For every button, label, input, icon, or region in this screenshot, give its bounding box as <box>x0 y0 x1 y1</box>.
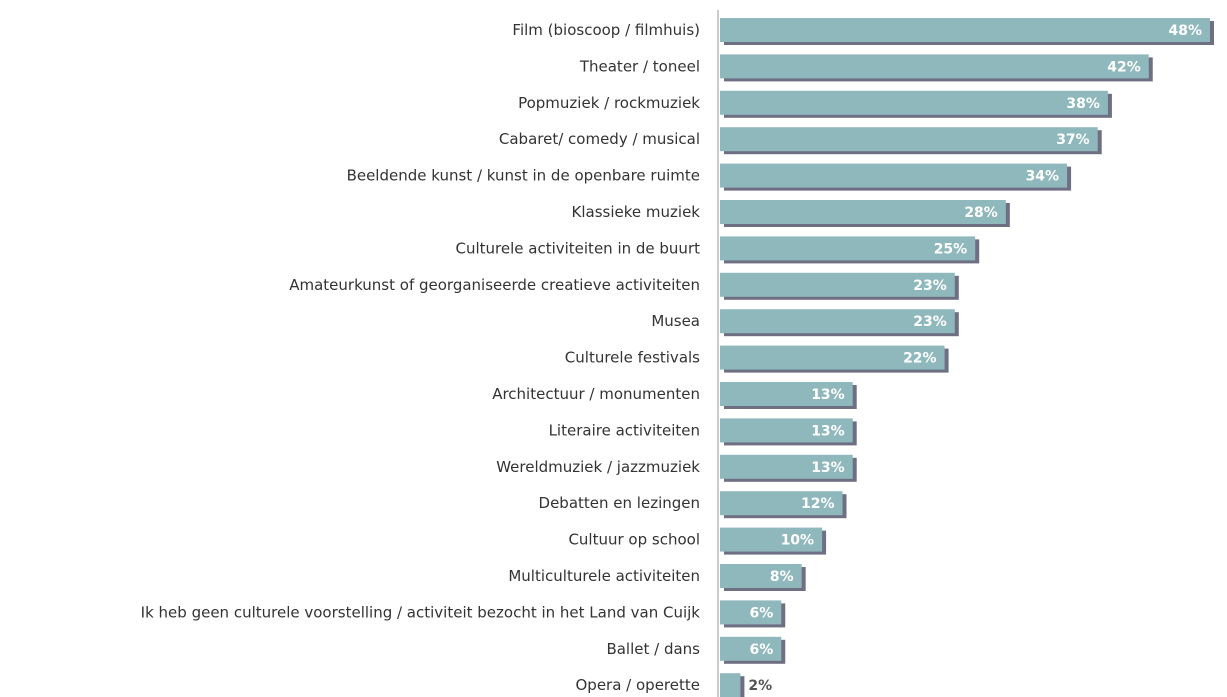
category-label: Opera / operette <box>576 676 701 694</box>
value-label: 23% <box>913 278 947 294</box>
category-label: Culturele activiteiten in de buurt <box>455 239 700 257</box>
bar <box>720 18 1210 42</box>
bars-group: Film (bioscoop / filmhuis) 48% Theater / t… <box>141 18 1214 697</box>
value-label: 28% <box>964 205 998 221</box>
value-label: 2% <box>748 678 772 694</box>
category-label: Amateurkunst of georganiseerde creatieve… <box>289 276 700 294</box>
category-label: Musea <box>651 312 700 330</box>
bar <box>720 454 853 479</box>
value-label: 8% <box>770 569 794 585</box>
category-label: Cabaret/ comedy / musical <box>499 130 700 148</box>
bar <box>720 309 955 334</box>
category-label: Klassieke muziek <box>572 203 701 221</box>
bar <box>720 600 782 625</box>
value-label: 23% <box>913 314 947 330</box>
value-label: 13% <box>811 460 845 476</box>
bar <box>720 272 955 297</box>
value-label: 6% <box>749 605 773 621</box>
bar <box>720 90 1108 115</box>
category-label: Architectuur / monumenten <box>492 385 700 403</box>
bar <box>720 236 976 261</box>
category-label: Literaire activiteiten <box>549 421 700 439</box>
category-label: Debatten en lezingen <box>539 494 700 512</box>
bar <box>720 636 782 661</box>
category-label: Ballet / dans <box>606 640 700 658</box>
value-label: 12% <box>801 496 835 512</box>
category-label: Cultuur op school <box>568 531 700 549</box>
category-label: Theater / toneel <box>579 57 700 75</box>
value-label: 6% <box>749 642 773 658</box>
bar <box>720 418 853 443</box>
bar <box>720 491 843 516</box>
category-label: Wereldmuziek / jazzmuziek <box>496 458 700 476</box>
value-label: 38% <box>1066 96 1100 112</box>
category-label: Beeldende kunst / kunst in de openbare r… <box>347 167 700 185</box>
value-label: 37% <box>1056 132 1090 148</box>
value-label: 10% <box>781 533 815 549</box>
bar <box>720 564 802 588</box>
value-label: 48% <box>1168 23 1202 39</box>
category-label: Popmuziek / rockmuziek <box>518 94 700 112</box>
category-label: Multiculturele activiteiten <box>508 567 700 585</box>
bar <box>720 200 1006 224</box>
bar <box>720 127 1098 152</box>
value-label: 22% <box>903 351 937 367</box>
value-label: 13% <box>811 387 845 403</box>
category-label: Ik heb geen culturele voorstelling / act… <box>141 603 701 621</box>
value-label: 25% <box>934 241 968 257</box>
category-label: Culturele festivals <box>565 349 700 367</box>
bar <box>720 673 741 697</box>
value-label: 13% <box>811 423 845 439</box>
bar <box>720 345 945 370</box>
bar <box>720 54 1149 79</box>
bar <box>720 527 823 552</box>
category-label: Film (bioscoop / filmhuis) <box>512 21 700 39</box>
bar <box>720 382 853 406</box>
value-label: 42% <box>1107 59 1141 75</box>
value-label: 34% <box>1026 169 1060 185</box>
bar <box>720 163 1068 188</box>
